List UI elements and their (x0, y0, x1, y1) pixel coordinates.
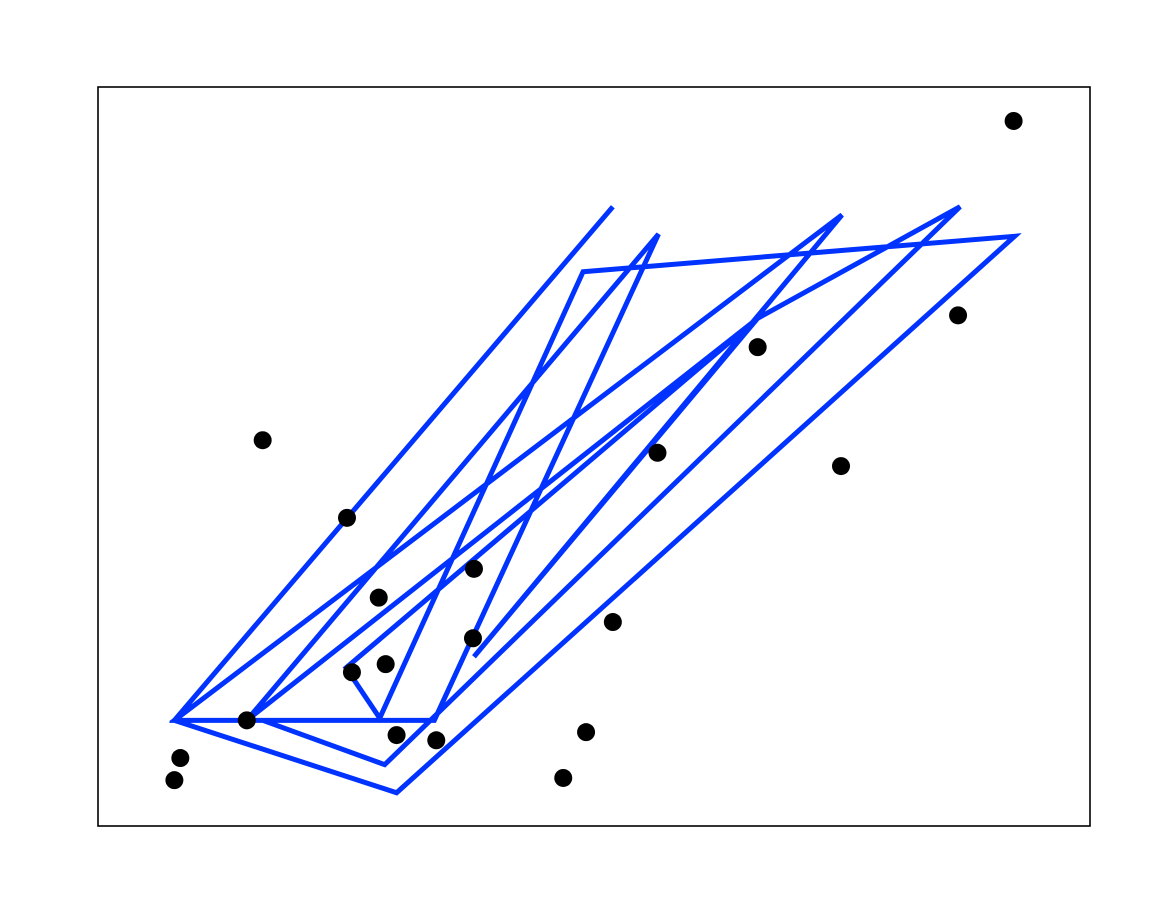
data-point (427, 731, 446, 750)
data-point (171, 749, 190, 768)
data-point (648, 443, 667, 462)
data-point (603, 613, 622, 632)
data-point (949, 306, 968, 325)
regression-line (168, 204, 1022, 796)
plot-frame (97, 86, 1091, 827)
data-point (237, 711, 256, 730)
data-point (387, 726, 406, 745)
data-point (342, 663, 361, 682)
data-point (165, 771, 184, 790)
data-point (748, 338, 767, 357)
data-point (577, 723, 596, 742)
data-point (337, 508, 356, 527)
data-point (554, 768, 573, 787)
data-point (1004, 111, 1023, 130)
data-point (376, 655, 395, 674)
data-point (832, 457, 851, 476)
data-point (464, 559, 483, 578)
data-point (369, 588, 388, 607)
data-point (253, 431, 272, 450)
data-point (463, 629, 482, 648)
